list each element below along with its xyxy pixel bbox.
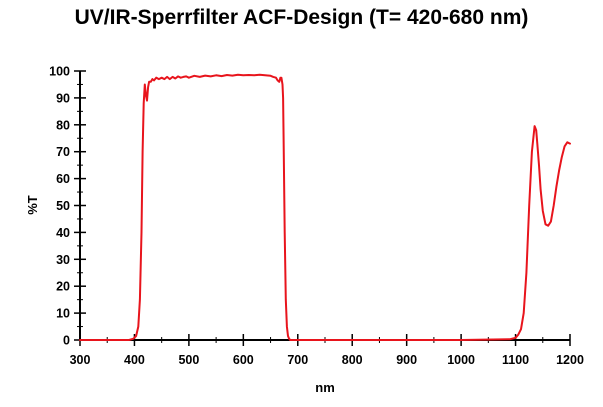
x-tick-label: 1200 — [556, 353, 584, 367]
x-tick-label: 400 — [124, 353, 145, 367]
y-tick-label: 50 — [56, 199, 70, 213]
transmission-series-line — [79, 73, 571, 341]
y-tick-label: 40 — [56, 226, 70, 240]
x-tick-label: 1000 — [447, 353, 475, 367]
y-tick-label: 80 — [56, 118, 70, 132]
x-tick-label: 500 — [178, 353, 199, 367]
chart-title: UV/IR-Sperrfilter ACF-Design (T= 420-680… — [74, 6, 529, 29]
y-tick-label: 60 — [56, 172, 70, 186]
y-axis-label: %T — [25, 195, 40, 215]
y-tick-label: 70 — [56, 145, 70, 159]
x-tick-label: 900 — [396, 353, 417, 367]
x-tick-label: 300 — [70, 353, 91, 367]
y-tick-label: 30 — [56, 253, 70, 267]
plot-area — [79, 73, 571, 341]
x-tick-label: 700 — [287, 353, 308, 367]
y-axis: 0 10 20 30 40 50 60 70 80 90 100 — [49, 65, 86, 348]
y-tick-label: 10 — [56, 307, 70, 321]
x-axis-label: nm — [315, 380, 335, 395]
x-tick-label: 800 — [342, 353, 363, 367]
y-tick-label: 20 — [56, 280, 70, 294]
y-tick-label: 0 — [63, 334, 70, 348]
x-tick-label: 600 — [233, 353, 254, 367]
y-tick-label: 90 — [56, 91, 70, 105]
y-tick-label: 100 — [49, 65, 70, 79]
x-tick-label: 1100 — [502, 353, 529, 367]
